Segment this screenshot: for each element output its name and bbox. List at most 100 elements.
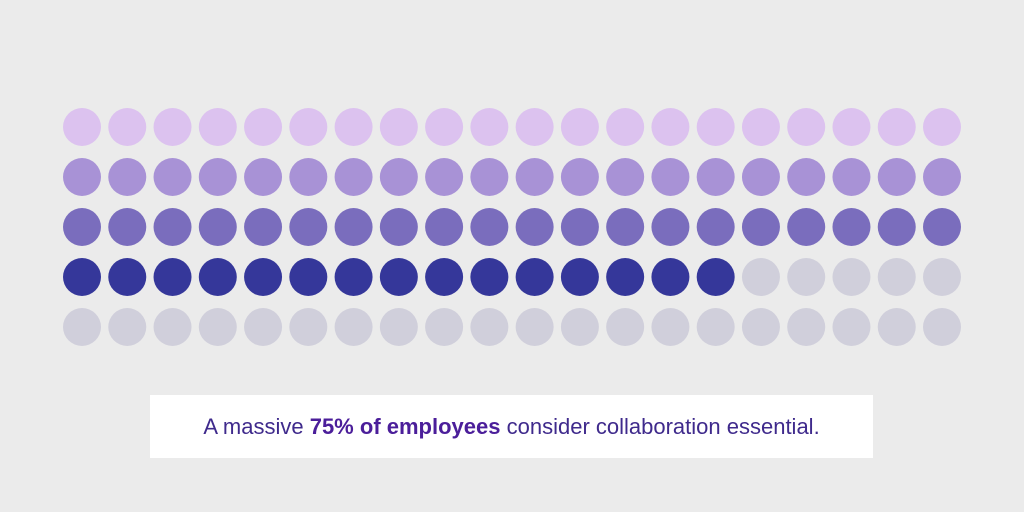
- filled-dot: [63, 208, 101, 246]
- filled-dot: [244, 108, 283, 146]
- filled-dot: [108, 208, 147, 246]
- filled-dot: [606, 108, 645, 146]
- filled-dot: [244, 258, 283, 296]
- filled-dot: [108, 108, 147, 146]
- filled-dot: [198, 258, 237, 296]
- filled-dot: [379, 108, 418, 146]
- filled-dot: [651, 208, 690, 246]
- filled-dot: [515, 208, 554, 246]
- empty-dot: [560, 308, 599, 346]
- empty-dot: [289, 308, 328, 346]
- empty-dot: [923, 258, 961, 296]
- filled-dot: [108, 258, 147, 296]
- filled-dot: [832, 158, 871, 196]
- filled-dot: [425, 158, 464, 196]
- filled-dot: [923, 108, 961, 146]
- filled-dot: [425, 258, 464, 296]
- empty-dot: [741, 258, 780, 296]
- filled-dot: [153, 158, 192, 196]
- empty-dot: [877, 258, 916, 296]
- filled-dot: [63, 108, 101, 146]
- filled-dot: [696, 158, 735, 196]
- empty-dot: [515, 308, 554, 346]
- filled-dot: [832, 208, 871, 246]
- filled-dot: [153, 108, 192, 146]
- empty-dot: [63, 308, 101, 346]
- filled-dot: [379, 208, 418, 246]
- empty-dot: [832, 308, 871, 346]
- dot-grid: [63, 108, 961, 346]
- filled-dot: [877, 158, 916, 196]
- filled-dot: [741, 158, 780, 196]
- empty-dot: [923, 308, 961, 346]
- empty-dot: [787, 258, 826, 296]
- filled-dot: [560, 158, 599, 196]
- filled-dot: [198, 158, 237, 196]
- filled-dot: [425, 208, 464, 246]
- filled-dot: [289, 208, 328, 246]
- caption-value: 75%: [309, 413, 354, 439]
- filled-dot: [787, 158, 826, 196]
- filled-dot: [515, 158, 554, 196]
- empty-dot: [787, 308, 826, 346]
- filled-dot: [606, 208, 645, 246]
- filled-dot: [334, 108, 373, 146]
- filled-dot: [651, 108, 690, 146]
- filled-dot: [198, 108, 237, 146]
- filled-dot: [244, 158, 283, 196]
- filled-dot: [379, 158, 418, 196]
- caption-text: consider collaboration essential.: [506, 413, 820, 439]
- filled-dot: [153, 258, 192, 296]
- filled-dot: [289, 258, 328, 296]
- empty-dot: [425, 308, 464, 346]
- caption-text: A massive: [203, 413, 304, 439]
- filled-dot: [696, 108, 735, 146]
- filled-dot: [606, 158, 645, 196]
- caption: A massive 75% of employees consider coll…: [150, 395, 873, 458]
- filled-dot: [877, 108, 916, 146]
- filled-dot: [651, 258, 690, 296]
- filled-dot: [560, 258, 599, 296]
- filled-dot: [787, 208, 826, 246]
- empty-dot: [379, 308, 418, 346]
- filled-dot: [515, 108, 554, 146]
- filled-dot: [696, 208, 735, 246]
- filled-dot: [515, 258, 554, 296]
- empty-dot: [696, 308, 735, 346]
- filled-dot: [289, 158, 328, 196]
- filled-dot: [470, 158, 509, 196]
- filled-dot: [244, 208, 283, 246]
- empty-dot: [741, 308, 780, 346]
- filled-dot: [696, 258, 735, 296]
- filled-dot: [741, 108, 780, 146]
- filled-dot: [923, 208, 961, 246]
- filled-dot: [787, 108, 826, 146]
- filled-dot: [153, 208, 192, 246]
- empty-dot: [470, 308, 509, 346]
- filled-dot: [289, 108, 328, 146]
- filled-dot: [606, 258, 645, 296]
- empty-dot: [877, 308, 916, 346]
- filled-dot: [425, 108, 464, 146]
- empty-dot: [198, 308, 237, 346]
- filled-dot: [108, 158, 147, 196]
- filled-dot: [470, 258, 509, 296]
- filled-dot: [832, 108, 871, 146]
- empty-dot: [108, 308, 147, 346]
- filled-dot: [877, 208, 916, 246]
- empty-dot: [244, 308, 283, 346]
- filled-dot: [470, 208, 509, 246]
- filled-dot: [334, 208, 373, 246]
- empty-dot: [832, 258, 871, 296]
- filled-dot: [334, 258, 373, 296]
- filled-dot: [198, 208, 237, 246]
- caption-highlight: of employees: [359, 413, 501, 439]
- empty-dot: [606, 308, 645, 346]
- filled-dot: [470, 108, 509, 146]
- filled-dot: [379, 258, 418, 296]
- filled-dot: [63, 158, 101, 196]
- filled-dot: [560, 108, 599, 146]
- filled-dot: [63, 258, 101, 296]
- filled-dot: [651, 158, 690, 196]
